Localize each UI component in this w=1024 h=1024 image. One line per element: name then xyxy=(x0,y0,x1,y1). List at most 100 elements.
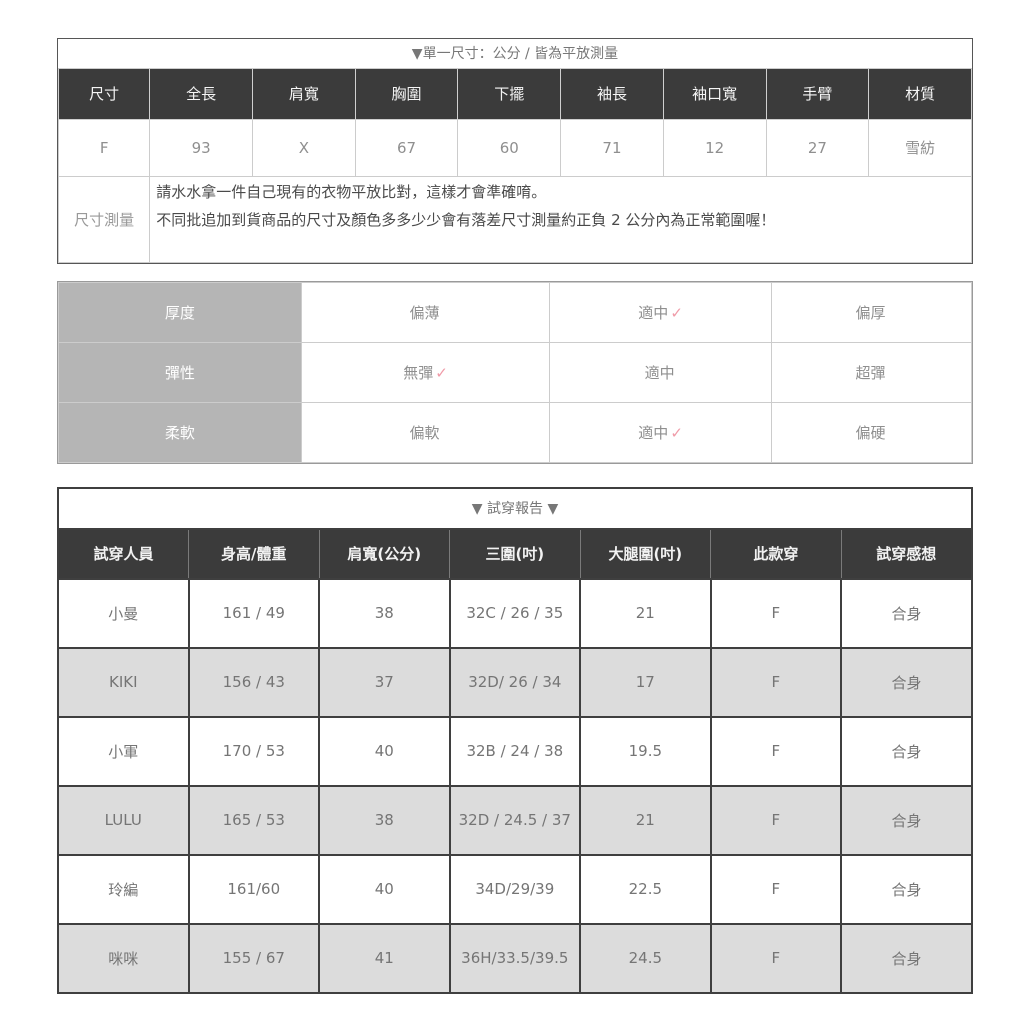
fit-cell-height-weight: 165 / 53 xyxy=(187,784,321,856)
fit-table-title: ▼ 試穿報告 ▼ xyxy=(57,486,973,530)
fit-cell-shoulder: 40 xyxy=(318,853,451,925)
fit-cell-height-weight: 155 / 67 xyxy=(187,922,321,994)
fit-table-row: 咪咪 155 / 67 41 36H/33.5/39.5 24.5 F 合身 xyxy=(57,922,973,994)
attr-row-softness: 柔軟 偏軟 適中 ✓ 偏硬 xyxy=(58,401,972,463)
fit-cell-impression: 合身 xyxy=(840,715,973,787)
size-table-note-row: 尺寸測量 請水水拿一件自己現有的衣物平放比對，這樣才會準確唷。 不同批追加到貨商… xyxy=(57,175,972,263)
note-line-1: 請水水拿一件自己現有的衣物平放比對，這樣才會準確唷。 xyxy=(156,182,547,201)
fit-cell-tester: 小曼 xyxy=(57,577,190,649)
fit-cell-thigh: 21 xyxy=(579,577,712,649)
attr-option: 適中 ✓ xyxy=(549,401,773,463)
fit-cell-tester: 玲編 xyxy=(57,853,190,925)
size-table-header-row: 尺寸 全長 肩寬 胸圍 下擺 袖長 袖口寬 手臂 材質 xyxy=(57,67,972,120)
fit-cell-shoulder: 38 xyxy=(318,577,451,649)
attr-option: 偏厚 xyxy=(771,281,972,343)
fit-cell-impression: 合身 xyxy=(840,784,973,856)
fit-cell-measurements: 32C / 26 / 35 xyxy=(448,577,582,649)
fabric-attribute-grid: 厚度 偏薄 適中 ✓ 偏厚 彈性 無彈 ✓ 適中 超彈 柔軟 偏軟 適中 ✓ 偏硬 xyxy=(58,281,972,463)
fit-table-row: LULU 165 / 53 38 32D / 24.5 / 37 21 F 合身 xyxy=(57,784,973,856)
value-cell-sleeve-length: 71 xyxy=(560,118,664,177)
attr-option: 適中 ✓ xyxy=(549,281,773,343)
fit-cell-size-worn: F xyxy=(709,922,843,994)
fit-cell-thigh: 17 xyxy=(579,646,712,718)
attr-option-label: 偏軟 xyxy=(409,423,440,442)
attr-option: 無彈 ✓ xyxy=(300,341,551,403)
header-cell-size: 尺寸 xyxy=(57,67,151,120)
fit-cell-size-worn: F xyxy=(709,715,843,787)
value-cell-arm: 27 xyxy=(765,118,870,177)
fit-cell-tester: LULU xyxy=(57,784,190,856)
attr-label-thickness: 厚度 xyxy=(58,281,302,343)
fit-cell-impression: 合身 xyxy=(840,577,973,649)
attr-label-elasticity: 彈性 xyxy=(58,341,302,403)
fit-cell-size-worn: F xyxy=(709,853,843,925)
fit-cell-thigh: 22.5 xyxy=(579,853,712,925)
header-cell-tester: 試穿人員 xyxy=(57,527,190,580)
fit-cell-tester: 咪咪 xyxy=(57,922,190,994)
attr-option-label: 偏厚 xyxy=(855,303,886,322)
fit-cell-size-worn: F xyxy=(709,577,843,649)
attr-option: 超彈 xyxy=(771,341,972,403)
value-cell-hem: 60 xyxy=(457,118,562,177)
fit-cell-shoulder: 38 xyxy=(318,784,451,856)
size-table-title: ▼單一尺寸：公分 / 皆為平放測量 xyxy=(58,39,972,69)
fit-cell-height-weight: 170 / 53 xyxy=(187,715,321,787)
fit-cell-measurements: 32B / 24 / 38 xyxy=(448,715,582,787)
attr-row-elasticity: 彈性 無彈 ✓ 適中 超彈 xyxy=(58,341,972,403)
header-cell-hem: 下擺 xyxy=(457,67,562,120)
attr-option-label: 偏硬 xyxy=(855,423,886,442)
fit-cell-shoulder: 40 xyxy=(318,715,451,787)
value-cell-bust: 67 xyxy=(354,118,459,177)
attr-option-label: 超彈 xyxy=(855,363,886,382)
value-cell-shoulder: X xyxy=(252,118,356,177)
attr-option: 偏軟 xyxy=(300,401,551,463)
size-table-title-row: ▼單一尺寸：公分 / 皆為平放測量 xyxy=(58,39,972,69)
fit-cell-measurements: 34D/29/39 xyxy=(448,853,582,925)
header-cell-sleeve-length: 袖長 xyxy=(560,67,664,120)
note-line-2: 不同批追加到貨商品的尺寸及顏色多多少少會有落差尺寸測量約正負 2 公分內為正常範… xyxy=(156,210,776,229)
note-label-cell: 尺寸測量 xyxy=(57,175,151,263)
check-mark: ✓ xyxy=(670,423,683,442)
value-cell-cuff-width: 12 xyxy=(662,118,767,177)
header-cell-bust: 胸圍 xyxy=(354,67,459,120)
attr-option-label: 適中 xyxy=(638,423,669,442)
fit-cell-impression: 合身 xyxy=(840,922,973,994)
fit-cell-height-weight: 156 / 43 xyxy=(187,646,321,718)
fit-cell-thigh: 21 xyxy=(579,784,712,856)
size-measurement-grid: ▼單一尺寸：公分 / 皆為平放測量 尺寸 全長 肩寬 胸圍 下擺 袖長 袖口寬 … xyxy=(57,39,972,263)
attr-option-label: 偏薄 xyxy=(409,303,440,322)
fit-cell-tester: 小軍 xyxy=(57,715,190,787)
attr-row-thickness: 厚度 偏薄 適中 ✓ 偏厚 xyxy=(58,281,972,343)
attr-option: 適中 xyxy=(549,341,773,403)
fit-cell-measurements: 32D / 24.5 / 37 xyxy=(448,784,582,856)
attr-option-label: 適中 xyxy=(644,363,675,382)
fit-cell-impression: 合身 xyxy=(840,853,973,925)
header-cell-shoulder: 肩寬 xyxy=(252,67,356,120)
fit-table-row: 小曼 161 / 49 38 32C / 26 / 35 21 F 合身 xyxy=(57,577,973,649)
product-size-chart-page: ▼單一尺寸：公分 / 皆為平放測量 尺寸 全長 肩寬 胸圍 下擺 袖長 袖口寬 … xyxy=(57,38,973,994)
note-cell: 請水水拿一件自己現有的衣物平放比對，這樣才會準確唷。 不同批追加到貨商品的尺寸及… xyxy=(149,175,972,263)
header-cell-impression: 試穿感想 xyxy=(840,527,973,580)
check-mark: ✓ xyxy=(670,303,683,322)
attr-option-label: 適中 xyxy=(638,303,669,322)
header-cell-height-weight: 身高/體重 xyxy=(188,527,320,580)
check-mark: ✓ xyxy=(435,363,448,382)
header-cell-size-worn: 此款穿 xyxy=(710,527,842,580)
header-cell-full-length: 全長 xyxy=(149,67,253,120)
fit-cell-shoulder: 37 xyxy=(318,646,451,718)
fit-cell-thigh: 19.5 xyxy=(579,715,712,787)
fabric-attribute-table: 厚度 偏薄 適中 ✓ 偏厚 彈性 無彈 ✓ 適中 超彈 柔軟 偏軟 適中 ✓ 偏硬 xyxy=(57,280,973,464)
value-cell-material: 雪紡 xyxy=(868,118,972,177)
value-cell-full-length: 93 xyxy=(149,118,253,177)
fit-table-header-row: 試穿人員 身高/體重 肩寬(公分) 三圍(吋) 大腿圍(吋) 此款穿 試穿感想 xyxy=(57,527,973,580)
fit-cell-size-worn: F xyxy=(709,784,843,856)
fit-cell-impression: 合身 xyxy=(840,646,973,718)
value-cell-size: F xyxy=(57,118,151,177)
header-cell-measurements: 三圍(吋) xyxy=(449,527,581,580)
fit-cell-shoulder: 41 xyxy=(318,922,451,994)
fit-table-row: 小軍 170 / 53 40 32B / 24 / 38 19.5 F 合身 xyxy=(57,715,973,787)
attr-label-softness: 柔軟 xyxy=(58,401,302,463)
fit-cell-measurements: 36H/33.5/39.5 xyxy=(448,922,582,994)
fit-table-row: KIKI 156 / 43 37 32D/ 26 / 34 17 F 合身 xyxy=(57,646,973,718)
attr-option-label: 無彈 xyxy=(403,363,434,382)
